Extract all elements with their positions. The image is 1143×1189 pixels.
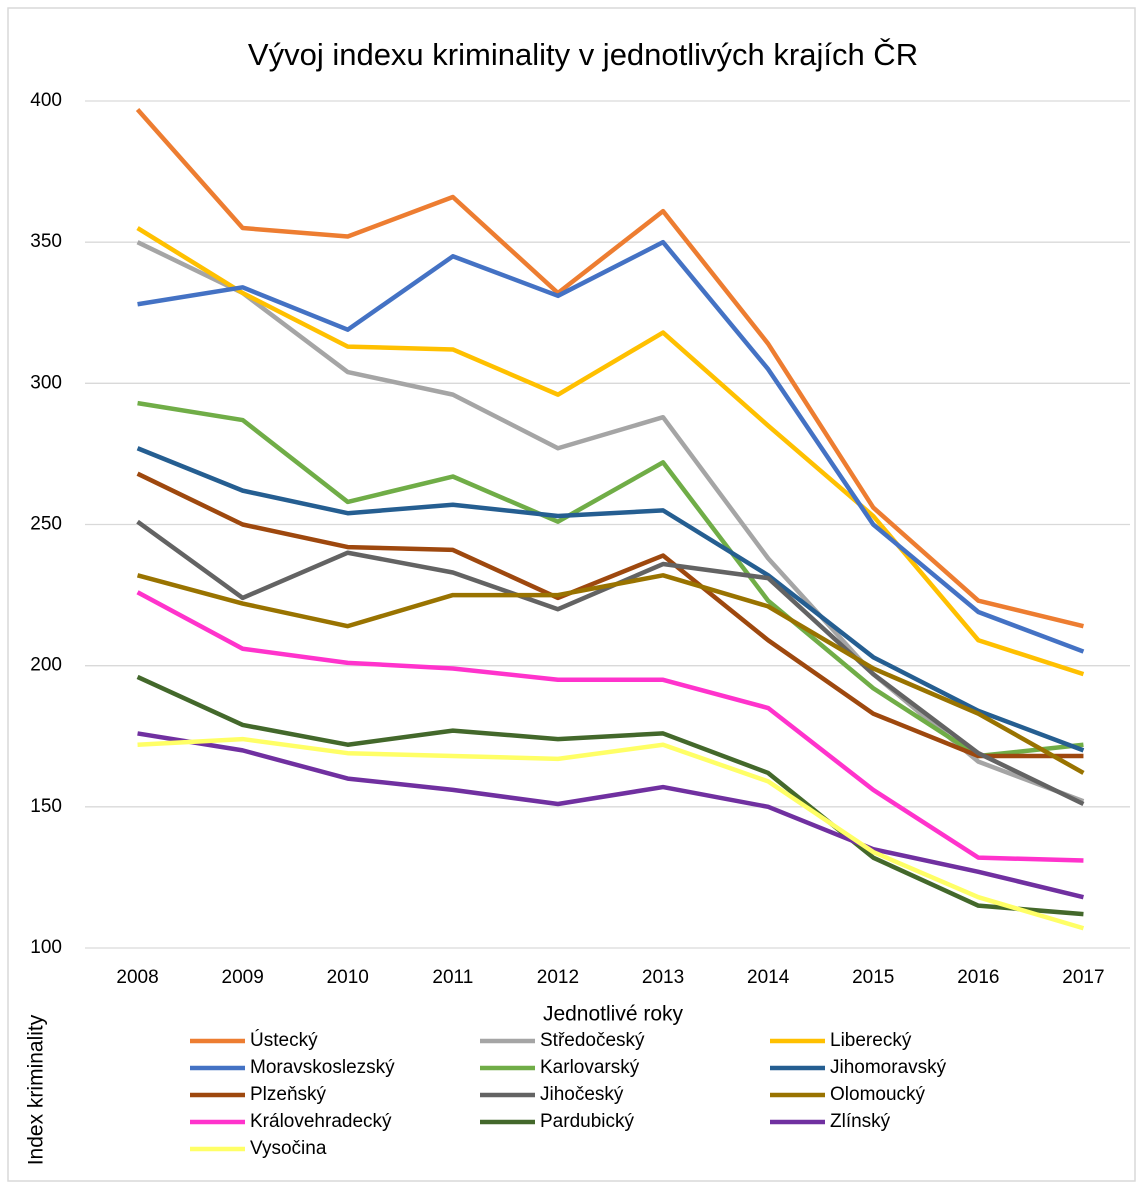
legend-label: Královehradecký xyxy=(250,1111,392,1132)
x-tick-label: 2016 xyxy=(957,967,999,988)
x-tick-label: 2009 xyxy=(222,967,264,988)
y-tick-label: 150 xyxy=(30,796,62,817)
x-axis-title: Jednotlivé roky xyxy=(543,1003,684,1026)
x-tick-label: 2008 xyxy=(116,967,158,988)
series-line xyxy=(137,736,1085,931)
legend-label: Liberecký xyxy=(830,1030,912,1051)
x-tick-label: 2015 xyxy=(852,967,894,988)
legend-label: Karlovarský xyxy=(540,1057,640,1078)
legend-label: Jihomoravský xyxy=(830,1057,947,1078)
legend-label: Moravskoslezský xyxy=(250,1057,395,1078)
legend-label: Plzeňský xyxy=(250,1084,327,1105)
series-line xyxy=(136,573,1085,775)
legend-label: Pardubický xyxy=(540,1111,634,1132)
series-line xyxy=(137,239,1085,654)
x-tick-label: 2017 xyxy=(1062,967,1104,988)
legend-label: Ústecký xyxy=(250,1029,318,1051)
series-line xyxy=(136,240,1085,804)
legend-label: Jihočeský xyxy=(540,1084,624,1105)
series-line xyxy=(136,674,1084,917)
y-axis-title: Index kriminality xyxy=(25,1014,48,1165)
x-tick-label: 2011 xyxy=(432,967,473,988)
series-line xyxy=(136,226,1085,677)
series-line xyxy=(137,731,1084,900)
chart-title: Vývoj indexu kriminality v jednotlivých … xyxy=(248,37,918,72)
series-line xyxy=(137,400,1084,759)
x-tick-label: 2013 xyxy=(642,967,684,988)
legend-label: Zlínský xyxy=(830,1111,891,1132)
series-line xyxy=(135,107,1084,629)
x-tick-label: 2012 xyxy=(537,967,579,988)
y-tick-label: 200 xyxy=(30,655,62,676)
series-line xyxy=(136,471,1084,759)
series-line xyxy=(136,590,1084,863)
legend-label: Vysočina xyxy=(250,1138,327,1159)
x-tick-label: 2014 xyxy=(747,967,790,988)
y-tick-label: 300 xyxy=(30,372,62,393)
y-tick-label: 250 xyxy=(30,514,62,535)
legend-label: Středočeský xyxy=(540,1030,645,1051)
y-tick-label: 350 xyxy=(30,231,62,252)
legend-label: Olomoucký xyxy=(830,1084,926,1105)
y-tick-label: 100 xyxy=(30,937,62,958)
series-line xyxy=(136,446,1085,753)
y-tick-label: 400 xyxy=(30,90,62,111)
x-tick-label: 2010 xyxy=(327,967,369,988)
